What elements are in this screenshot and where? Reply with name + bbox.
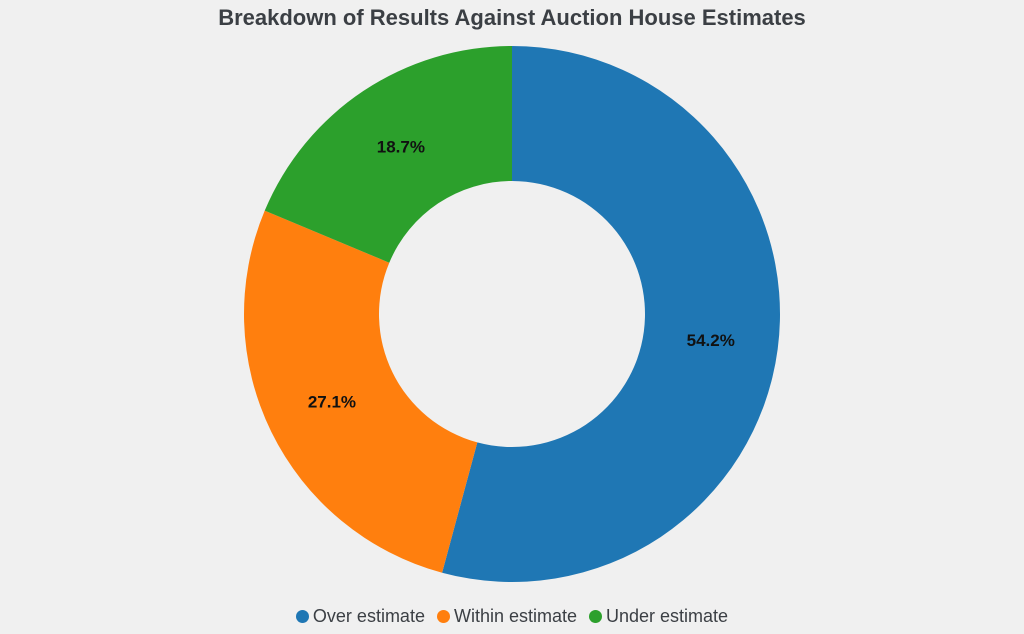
data-label-within-estimate: 27.1% (308, 393, 356, 412)
legend-label-within-estimate: Within estimate (453, 606, 578, 626)
chart-title: Breakdown of Results Against Auction Hou… (218, 5, 806, 30)
data-label-over-estimate: 54.2% (687, 331, 735, 350)
legend-swatch-over-estimate (295, 610, 309, 623)
legend-item-over-estimate[interactable]: Over estimate (295, 606, 425, 627)
legend-swatch-within-estimate (436, 610, 450, 623)
data-label-under-estimate: 18.7% (377, 138, 425, 157)
slice-over-estimate[interactable] (442, 46, 780, 582)
slice-under-estimate[interactable] (264, 46, 512, 263)
legend: Over estimate Within estimate Under esti… (0, 606, 1024, 627)
legend-item-under-estimate[interactable]: Under estimate (589, 606, 728, 627)
slice-within-estimate[interactable] (243, 210, 478, 573)
legend-label-under-estimate: Under estimate (606, 606, 729, 626)
legend-swatch-under-estimate (589, 610, 603, 623)
legend-item-within-estimate[interactable]: Within estimate (436, 606, 578, 627)
legend-label-over-estimate: Over estimate (312, 606, 425, 626)
